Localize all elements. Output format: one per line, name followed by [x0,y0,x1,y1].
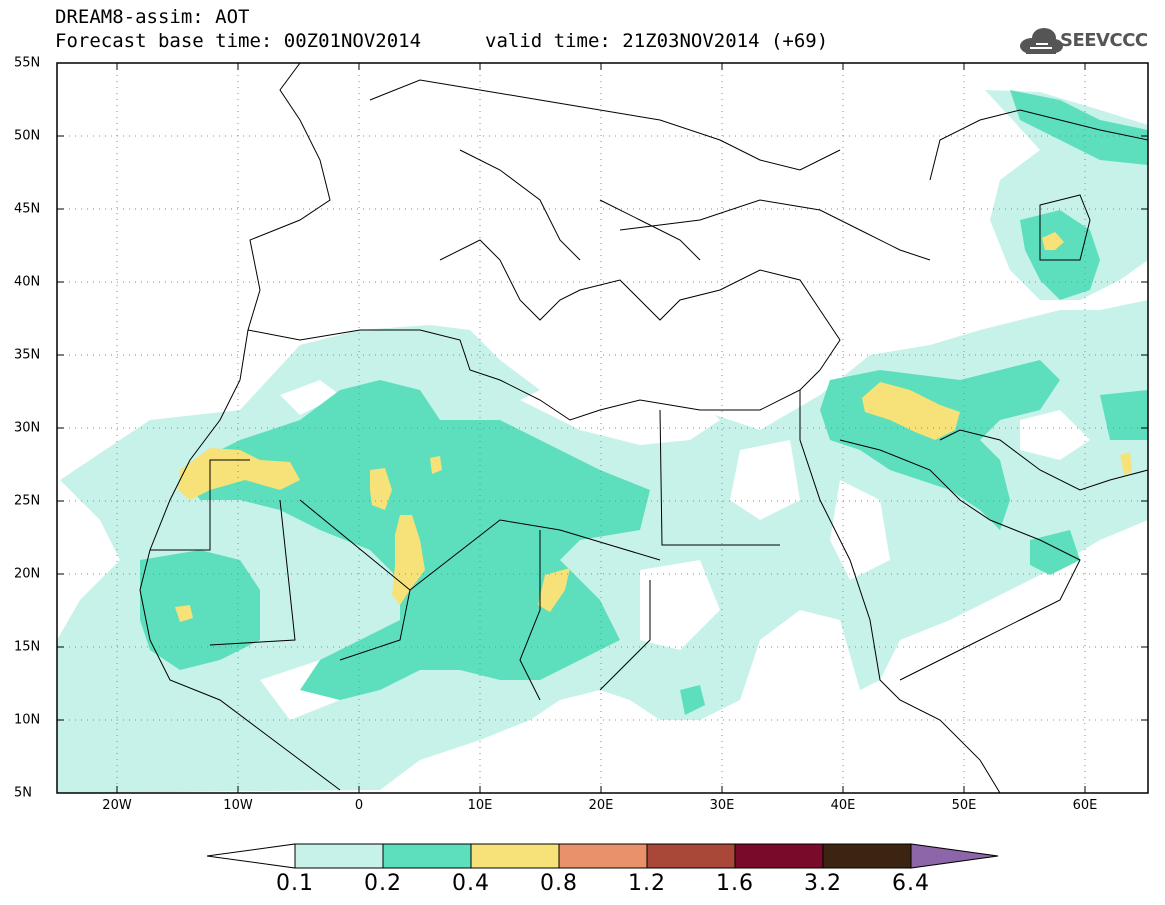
x-tick-label: 20E [588,798,614,813]
y-tick-label: 25N [14,493,41,509]
colorbar-label: 1.2 [628,871,666,896]
colorbar-label: 0.2 [364,871,402,896]
colorbar-bin-2 [382,843,472,869]
colorbar-label: 0.8 [540,871,578,896]
colorbar [206,843,999,869]
colorbar-bin-3 [470,843,560,869]
x-tick-label: 0 [354,798,364,813]
y-tick-label: 35N [14,347,41,363]
x-tick-label: 60E [1072,798,1098,813]
colorbar-min-arrow [206,843,296,869]
y-tick-label: 45N [14,201,41,217]
x-tick-label: 40E [830,798,856,813]
logo-text: SEEVCCC [1060,30,1148,51]
coastlines [139,63,1148,793]
colorbar-bin-6 [734,843,824,869]
y-tick-label: 40N [14,274,41,290]
colorbar-label: 1.6 [716,871,754,896]
x-tick-label: 10E [467,798,493,813]
colorbar-bin-7 [822,843,912,869]
colorbar-bin-4 [558,843,648,869]
cloud-icon [1020,28,1063,54]
map-title: DREAM8-assim: AOT [55,6,250,28]
colorbar-bin-5 [646,843,736,869]
colorbar-label: 0.4 [452,871,490,896]
y-tick-label: 55N [14,55,41,71]
forecast-base-time: Forecast base time: 00Z01NOV2014 [55,30,422,52]
colorbar-max-arrow [910,843,999,869]
axis-ticks [57,62,1148,794]
colorbar-bin-1 [294,843,384,869]
x-tick-label: 10W [223,798,253,813]
y-tick-label: 5N [14,785,32,801]
valid-time: valid time: 21Z03NOV2014 (+69) [485,30,829,52]
x-tick-label: 20W [102,798,132,813]
colorbar-label: 3.2 [804,871,842,896]
y-tick-label: 15N [14,639,41,655]
x-tick-label: 30E [709,798,735,813]
colorbar-label: 0.1 [276,871,314,896]
colorbar-label: 6.4 [892,871,930,896]
y-tick-label: 10N [14,712,41,728]
x-tick-label: 50E [951,798,977,813]
y-tick-label: 30N [14,420,41,436]
aot-contour-0-4 [175,232,1132,622]
y-tick-label: 50N [14,128,41,144]
y-tick-label: 20N [14,566,41,582]
